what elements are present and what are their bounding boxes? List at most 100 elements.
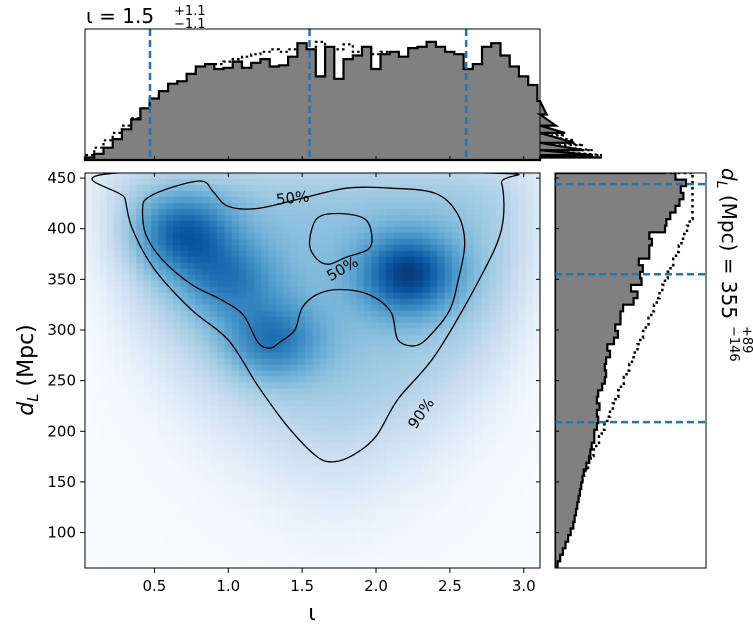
heatmap-cell <box>400 190 409 198</box>
heatmap-cell <box>312 304 321 312</box>
heatmap-cell <box>532 418 540 425</box>
heatmap-cell <box>246 520 255 527</box>
heatmap-cell <box>283 436 292 443</box>
heatmap-cell <box>481 538 490 545</box>
heatmap-cell <box>415 256 424 264</box>
heatmap-cell <box>444 370 453 378</box>
heatmap-cell <box>92 184 101 192</box>
heatmap-cell <box>459 376 468 384</box>
heatmap-cell <box>253 250 262 258</box>
heatmap-cell <box>187 424 196 431</box>
heatmap-cell <box>195 436 204 443</box>
heatmap-cell <box>195 310 204 318</box>
heatmap-cell <box>312 526 321 533</box>
heatmap-cell <box>319 274 328 282</box>
heatmap-cell <box>195 304 204 312</box>
heatmap-cell <box>488 196 497 204</box>
heatmap-cell <box>173 394 181 402</box>
heatmap-cell <box>319 532 328 539</box>
heatmap-cell <box>385 550 394 557</box>
heatmap-cell <box>371 418 380 425</box>
heatmap-cell <box>136 304 145 312</box>
heatmap-cell <box>385 292 394 300</box>
heatmap-cell <box>488 178 497 186</box>
heatmap-cell <box>99 214 108 222</box>
heatmap-cell <box>378 442 387 449</box>
heatmap-cell <box>151 562 159 568</box>
heatmap-cell <box>151 382 159 390</box>
heatmap-cell <box>459 364 468 372</box>
heatmap-cell <box>187 262 196 270</box>
heatmap-cell <box>407 226 416 234</box>
heatmap-cell <box>532 526 540 533</box>
heatmap-cell <box>429 496 438 503</box>
heatmap-cell <box>239 454 248 461</box>
heatmap-cell <box>231 538 240 545</box>
heatmap-cell <box>422 274 431 282</box>
heatmap-cell <box>239 388 248 396</box>
heatmap-cell <box>393 214 402 222</box>
heatmap-cell <box>231 268 240 276</box>
heatmap-cell <box>356 394 365 402</box>
heatmap-cell <box>378 190 387 198</box>
heatmap-cell <box>283 298 292 306</box>
heatmap-cell <box>187 244 196 252</box>
heatmap-cell <box>283 430 292 437</box>
heatmap-cell <box>385 478 394 485</box>
heatmap-cell <box>349 268 358 276</box>
heatmap-cell <box>319 508 328 515</box>
heatmap-cell <box>532 286 540 294</box>
heatmap-cell <box>510 196 519 204</box>
heatmap-cell <box>217 250 226 258</box>
heatmap-cell <box>451 274 460 282</box>
heatmap-cell <box>224 508 233 515</box>
heatmap-cell <box>85 382 93 390</box>
heatmap-cell <box>165 388 174 396</box>
heatmap-cell <box>532 292 540 300</box>
heatmap-cell <box>459 502 468 509</box>
heatmap-cell <box>407 556 416 563</box>
heatmap-cell <box>510 526 519 533</box>
heatmap-cell <box>473 184 482 192</box>
heatmap-cell <box>231 514 240 521</box>
heatmap-cell <box>224 358 233 366</box>
heatmap-cell <box>246 244 255 252</box>
heatmap-cell <box>297 502 306 509</box>
heatmap-cell <box>246 202 255 210</box>
heatmap-cell <box>356 292 365 300</box>
heatmap-cell <box>143 196 152 204</box>
heatmap-cell <box>385 256 394 264</box>
heatmap-cell <box>114 322 123 330</box>
heatmap-cell <box>473 352 482 360</box>
heatmap-cell <box>92 190 101 198</box>
heatmap-cell <box>415 472 424 479</box>
heatmap-cell <box>180 400 189 407</box>
heatmap-cell <box>275 406 284 413</box>
heatmap-cell <box>356 454 365 461</box>
heatmap-cell <box>459 478 468 485</box>
heatmap-cell <box>180 334 189 342</box>
heatmap-cell <box>422 508 431 515</box>
y-tick-label: 100 <box>47 524 76 542</box>
heatmap-cell <box>459 184 468 192</box>
heatmap-cell <box>437 238 446 246</box>
heatmap-cell <box>473 256 482 264</box>
heatmap-cell <box>231 490 240 497</box>
x-tick-label: 1.0 <box>216 577 240 595</box>
heatmap-cell <box>415 220 424 228</box>
heatmap-cell <box>407 304 416 312</box>
heatmap-cell <box>488 256 497 264</box>
heatmap-cell <box>261 562 270 568</box>
heatmap-cell <box>334 442 343 449</box>
heatmap-cell <box>246 274 255 282</box>
heatmap-cell <box>180 472 189 479</box>
heatmap-cell <box>356 376 365 384</box>
y-tick-label: 450 <box>47 169 76 187</box>
heatmap-cell <box>297 178 306 186</box>
heatmap-cell <box>92 550 101 557</box>
heatmap-cell <box>114 448 123 455</box>
heatmap-cell <box>393 424 402 431</box>
heatmap-cell <box>275 358 284 366</box>
heatmap-cell <box>510 358 519 366</box>
